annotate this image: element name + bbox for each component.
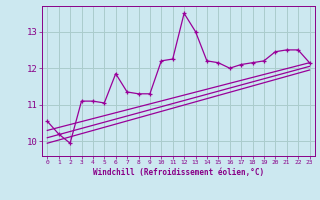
X-axis label: Windchill (Refroidissement éolien,°C): Windchill (Refroidissement éolien,°C) bbox=[93, 168, 264, 177]
